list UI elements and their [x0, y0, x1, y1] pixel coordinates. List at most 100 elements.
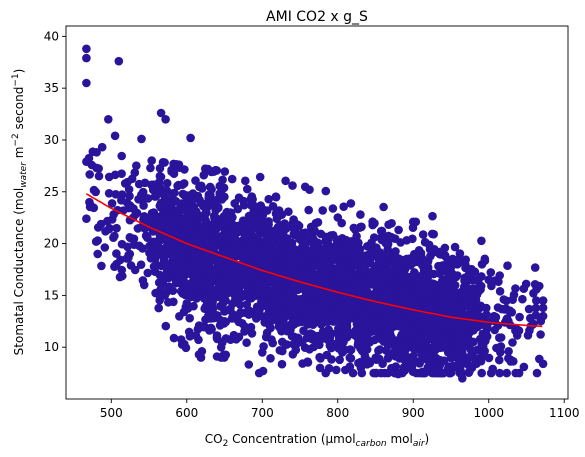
- scatter-point: [484, 353, 494, 363]
- scatter-point: [412, 368, 421, 378]
- scatter-point: [240, 308, 250, 318]
- scatter-point: [394, 254, 404, 263]
- scatter-point: [486, 368, 496, 378]
- scatter-point: [395, 272, 405, 282]
- scatter-point: [254, 236, 263, 246]
- scatter-point: [461, 263, 470, 273]
- scatter-point: [135, 241, 144, 251]
- scatter-point: [497, 304, 507, 314]
- scatter-point: [233, 294, 242, 304]
- scatter-point: [85, 170, 94, 179]
- scatter-point: [201, 254, 211, 263]
- y-axis-ticks: 10 15 20 25 30 35 40: [44, 29, 66, 354]
- scatter-point: [207, 325, 216, 334]
- scatter-point: [425, 268, 434, 278]
- scatter-point: [189, 251, 198, 261]
- scatter-point: [530, 263, 540, 272]
- scatter-point: [211, 236, 220, 246]
- scatter-point: [502, 368, 512, 378]
- scatter-point: [422, 366, 431, 376]
- scatter-point: [536, 330, 545, 339]
- scatter-point: [258, 280, 267, 289]
- scatter-point: [477, 236, 486, 246]
- scatter-point: [258, 348, 267, 357]
- scatter-point: [379, 202, 388, 212]
- scatter-point: [93, 236, 102, 245]
- scatter-point: [206, 283, 215, 293]
- y-tick-label: 10: [44, 340, 59, 354]
- scatter-point: [227, 174, 237, 184]
- scatter-point: [440, 243, 450, 253]
- scatter-point: [204, 201, 213, 211]
- scatter-point: [315, 363, 325, 373]
- scatter-point: [305, 185, 314, 194]
- scatter-point: [156, 198, 166, 208]
- scatter-point: [292, 249, 302, 259]
- scatter-point: [268, 202, 278, 211]
- scatter-point: [112, 249, 121, 258]
- scatter-point: [288, 350, 298, 359]
- scatter-point: [349, 301, 359, 310]
- scatter-point: [111, 190, 120, 199]
- scatter-point: [450, 350, 460, 359]
- scatter-point: [217, 195, 227, 204]
- scatter-point: [335, 355, 345, 365]
- scatter-point: [350, 260, 359, 270]
- scatter-point: [82, 44, 91, 54]
- scatter-point: [150, 251, 160, 260]
- scatter-point: [515, 312, 524, 322]
- scatter-point: [452, 303, 462, 313]
- scatter-point: [213, 266, 223, 275]
- scatter-point: [307, 298, 317, 307]
- scatter-point: [357, 368, 367, 378]
- scatter-point: [240, 280, 250, 290]
- scatter-point: [302, 272, 312, 282]
- scatter-point: [235, 242, 244, 252]
- scatter-point: [332, 365, 341, 375]
- scatter-point: [386, 234, 395, 243]
- scatter-point: [247, 231, 257, 241]
- scatter-point: [251, 245, 261, 254]
- scatter-point: [230, 279, 239, 288]
- scatter-point: [164, 298, 173, 307]
- scatter-point: [201, 218, 210, 228]
- scatter-point: [162, 178, 172, 188]
- scatter-point: [189, 263, 199, 273]
- scatter-point: [341, 365, 350, 375]
- scatter-point: [370, 219, 379, 228]
- scatter-point: [294, 296, 304, 306]
- scatter-point: [207, 266, 217, 276]
- scatter-point: [240, 322, 249, 331]
- scatter-point: [333, 310, 342, 320]
- scatter-point: [191, 237, 201, 246]
- scatter-point: [538, 311, 548, 321]
- scatter-point: [104, 115, 113, 124]
- scatter-point: [117, 151, 126, 161]
- x-tick-label: 1100: [549, 406, 580, 420]
- scatter-point: [143, 194, 153, 203]
- scatter-point: [395, 351, 405, 361]
- scatter-point: [175, 278, 184, 288]
- scatter-point: [117, 190, 127, 199]
- scatter-point: [277, 359, 287, 369]
- scatter-point: [218, 175, 227, 185]
- scatter-point: [283, 326, 292, 336]
- scatter-point: [271, 192, 281, 201]
- scatter-point: [143, 268, 153, 278]
- scatter-point: [272, 244, 282, 254]
- scatter-point: [346, 345, 356, 355]
- scatter-point: [286, 300, 295, 310]
- scatter-point: [140, 212, 149, 221]
- scatter-point: [339, 253, 349, 262]
- scatter-point: [316, 320, 326, 329]
- scatter-point: [180, 165, 189, 174]
- scatter-point: [532, 296, 541, 305]
- scatter-point: [288, 181, 297, 190]
- scatter-point: [538, 303, 548, 313]
- scatter-point: [458, 374, 467, 383]
- scatter-point: [221, 334, 231, 343]
- scatter-point: [346, 329, 356, 339]
- scatter-point: [110, 131, 120, 141]
- scatter-point: [179, 252, 188, 262]
